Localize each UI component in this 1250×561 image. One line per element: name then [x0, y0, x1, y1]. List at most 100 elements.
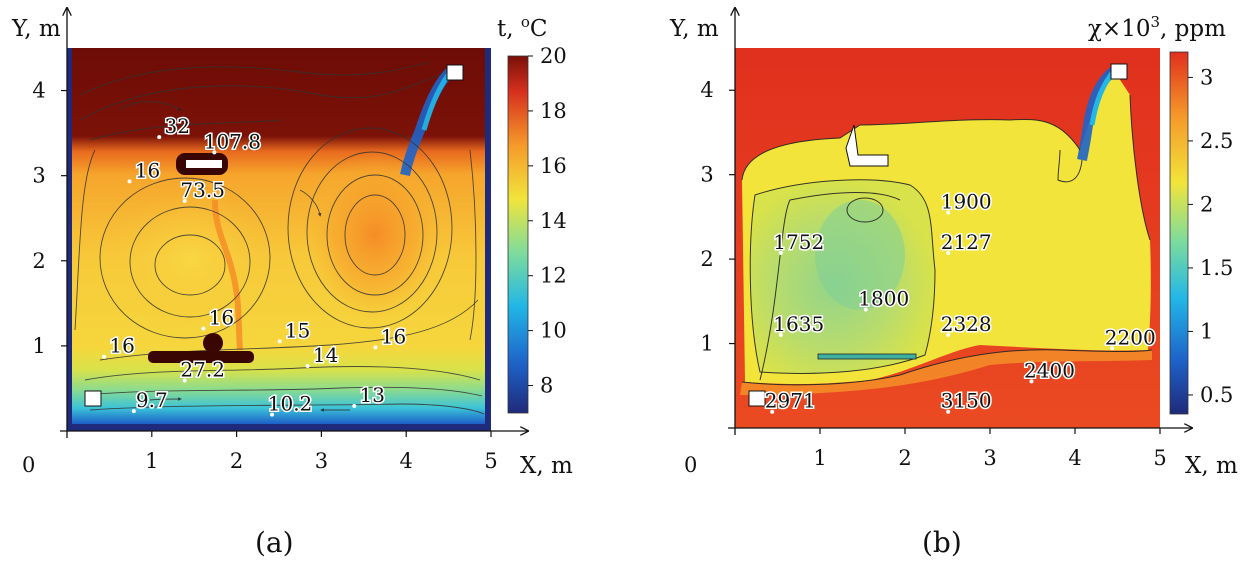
colorbar-a-title: t, oC	[497, 13, 548, 42]
panel-label-b: (b)	[922, 526, 962, 559]
hot-plume	[212, 199, 243, 351]
outlet-vent	[446, 64, 464, 81]
colorbar-tick-label: 12	[540, 264, 567, 288]
colorbar-b-title-prefix: χ×10	[1088, 16, 1150, 42]
y-tick-label: 3	[700, 163, 713, 187]
colorbar-tick-label: 2.5	[1200, 129, 1233, 153]
colorbar-b-gradient	[1169, 51, 1189, 415]
y-ticks-a: 1 2 3 4	[32, 79, 67, 358]
x-ticks-a: 1 2 3 4 5	[145, 431, 498, 473]
x-tick-label: 5	[484, 449, 497, 473]
colorbar-tick-label: 20	[540, 44, 567, 68]
probe-point	[863, 307, 868, 312]
colorbar-tick-label: 0.5	[1200, 383, 1233, 407]
contour-value-label: 3150	[941, 389, 992, 413]
contour-value-label: 10.2	[268, 392, 313, 416]
colorbar-b-ticks: 0.5 1 1.5 2 2.5 3	[1188, 65, 1233, 407]
colorbar-tick-label: 16	[540, 154, 567, 178]
probe-point	[127, 179, 132, 184]
bottom-heater-bump	[203, 333, 223, 353]
probe-point	[212, 150, 217, 155]
probe-point	[373, 345, 378, 350]
x-tick-label: 1	[145, 449, 158, 473]
probe-point	[946, 210, 951, 215]
inlet-vent	[84, 390, 102, 407]
left-wall-cold	[67, 48, 72, 431]
right-wall-cold	[485, 48, 491, 431]
probe-point	[1029, 379, 1034, 384]
contour-labels-b: 1900 1752 2127 1800 1635 2328 2200 2400 2971 3150	[763, 188, 1157, 414]
probe-point	[946, 332, 951, 337]
warm-vortex	[305, 150, 445, 320]
probe-point	[131, 409, 136, 414]
outlet-vent-b	[1110, 63, 1128, 80]
colorbar-a-gradient	[507, 55, 529, 414]
green-core	[815, 200, 905, 310]
colorbar-b-title-sup: 3	[1150, 13, 1160, 31]
x-ticks-b: 1 2 3 4 5	[813, 428, 1167, 470]
y-ticks-b: 1 2 3 4	[700, 78, 735, 356]
contour-value-label: 27.2	[180, 358, 225, 382]
colorbar-b-title: χ×103, ppm	[1088, 13, 1226, 42]
contour-value-label: 32	[165, 114, 190, 138]
x-tick-label: 2	[230, 449, 243, 473]
isolines	[741, 94, 1153, 386]
axes-b: 1 2 3 4 5 1 2 3 4 Y, m X, m 0	[669, 8, 1238, 479]
contour-value-label: 2971	[765, 389, 816, 413]
origin-label-a: 0	[22, 453, 35, 477]
y-tick-label: 4	[32, 79, 45, 103]
y-tick-label: 3	[32, 164, 45, 188]
contour-value-label: 2200	[1105, 325, 1156, 349]
contour-value-label: 13	[360, 383, 385, 407]
probe-point	[270, 412, 275, 417]
contour-value-label: 1752	[773, 230, 824, 254]
colorbar-a-title-suffix: C	[530, 16, 548, 42]
colorbar-tick-label: 2	[1200, 192, 1213, 216]
warm-left-vortex	[110, 190, 270, 330]
contour-value-label: 16	[109, 334, 134, 358]
contour-value-label: 2328	[941, 312, 992, 336]
y-tick-label: 1	[32, 334, 45, 358]
panel-label-a: (a)	[255, 526, 294, 559]
contour-value-label: 73.5	[180, 178, 225, 202]
temperature-field	[67, 48, 491, 431]
colorbar-tick-label: 8	[540, 374, 553, 398]
colorbar-tick-label: 18	[540, 99, 567, 123]
contour-value-label: 9.7	[136, 388, 168, 412]
probe-point	[352, 404, 357, 409]
floor-cold	[67, 424, 491, 431]
contour-value-label: 16	[381, 324, 406, 348]
x-tick-label: 4	[1068, 446, 1081, 470]
bottom-heater-b	[817, 353, 917, 360]
colorbar-a-title-sup: o	[521, 13, 530, 31]
colorbar-b-title-suffix: , ppm	[1160, 16, 1226, 42]
contour-value-label: 1635	[773, 312, 824, 336]
concentration-field	[735, 48, 1160, 428]
contour-value-label: 1800	[858, 287, 909, 311]
y-tick-label: 4	[700, 78, 713, 102]
contour-value-label: 2400	[1024, 358, 1075, 382]
x-tick-label: 2	[898, 446, 911, 470]
probe-point	[305, 364, 310, 369]
contour-value-label: 16	[209, 306, 234, 330]
x-tick-label: 1	[813, 446, 826, 470]
probe-point	[157, 135, 162, 140]
upper-heater-b	[845, 124, 889, 167]
colorbar-a-title-prefix: t,	[497, 16, 521, 42]
colorbar-tick-label: 10	[540, 319, 567, 343]
colorbar-tick-label: 1	[1200, 319, 1213, 343]
bottom-heater	[148, 351, 254, 363]
contour-value-label: 107.8	[204, 129, 261, 153]
y-tick-label: 2	[32, 249, 45, 273]
colorbar-a: 8 10 12 14 16 18 20 t, oC	[497, 13, 567, 414]
probe-point	[946, 409, 951, 414]
x-tick-label: 5	[1153, 446, 1166, 470]
streamlines	[74, 61, 485, 415]
contour-value-label: 2127	[941, 230, 992, 254]
colorbar-a-ticks: 8 10 12 14 16 18 20	[528, 44, 567, 398]
contour-value-label: 1900	[941, 189, 992, 213]
